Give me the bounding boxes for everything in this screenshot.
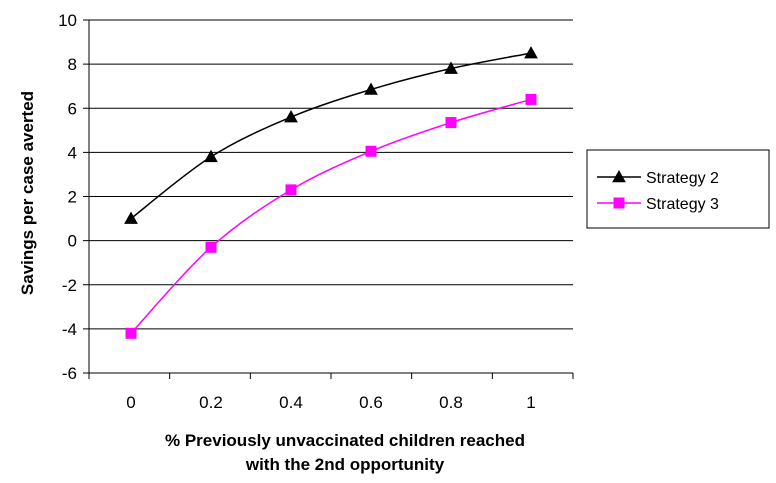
x-tick-label: 0.6 [359, 393, 383, 412]
data-point [525, 93, 537, 105]
data-point [444, 61, 458, 74]
y-tick-label: 8 [68, 55, 77, 74]
data-point [524, 46, 538, 59]
x-tick-label: 0.2 [199, 393, 223, 412]
legend-marker [613, 197, 625, 209]
gridlines [89, 19, 573, 374]
series-2 [125, 93, 537, 339]
legend-item: Strategy 2 [597, 169, 719, 187]
legend-marker [612, 169, 626, 183]
y-axis-ticks: 10 8 6 4 2 0 -2 -4 -6 [58, 11, 89, 383]
data-point [124, 211, 138, 224]
data-point [205, 241, 217, 253]
data-point [204, 149, 218, 163]
data-point [445, 117, 457, 129]
data-point [285, 184, 297, 196]
y-tick-label: 4 [68, 143, 77, 162]
x-axis-title-line-1: % Previously unvaccinated children reach… [165, 431, 525, 450]
y-tick-label: 2 [68, 188, 77, 207]
data-point [284, 110, 298, 123]
data-point [365, 145, 377, 157]
y-tick-label: -6 [62, 364, 77, 383]
y-tick-label: 6 [68, 99, 77, 118]
series-line [130, 98, 532, 334]
x-tick-label: 0.8 [439, 393, 463, 412]
x-axis-ticks: 0 0.2 0.4 0.6 0.8 1 [88, 373, 574, 412]
data-point [364, 82, 378, 95]
y-axis-title: Savings per case averted [18, 91, 37, 295]
x-tick-label: 0 [126, 393, 135, 412]
legend-label: Strategy 3 [646, 196, 719, 213]
x-axis-title-line-2: with the 2nd opportunity [245, 455, 445, 474]
legend-label: Strategy 2 [646, 170, 719, 187]
legend-item: Strategy 3 [597, 196, 719, 213]
legend: Strategy 2 Strategy 3 [586, 149, 770, 229]
x-tick-label: 0.4 [279, 393, 303, 412]
x-tick-label: 1 [526, 393, 535, 412]
y-tick-label: -4 [62, 320, 77, 339]
series-1 [124, 46, 538, 224]
y-tick-label: 0 [68, 232, 77, 251]
y-tick-label: 10 [58, 11, 77, 30]
legend-box [586, 149, 770, 229]
series-line [130, 52, 532, 220]
y-tick-label: -2 [62, 276, 77, 295]
data-point [125, 327, 137, 339]
series-group [124, 46, 538, 339]
